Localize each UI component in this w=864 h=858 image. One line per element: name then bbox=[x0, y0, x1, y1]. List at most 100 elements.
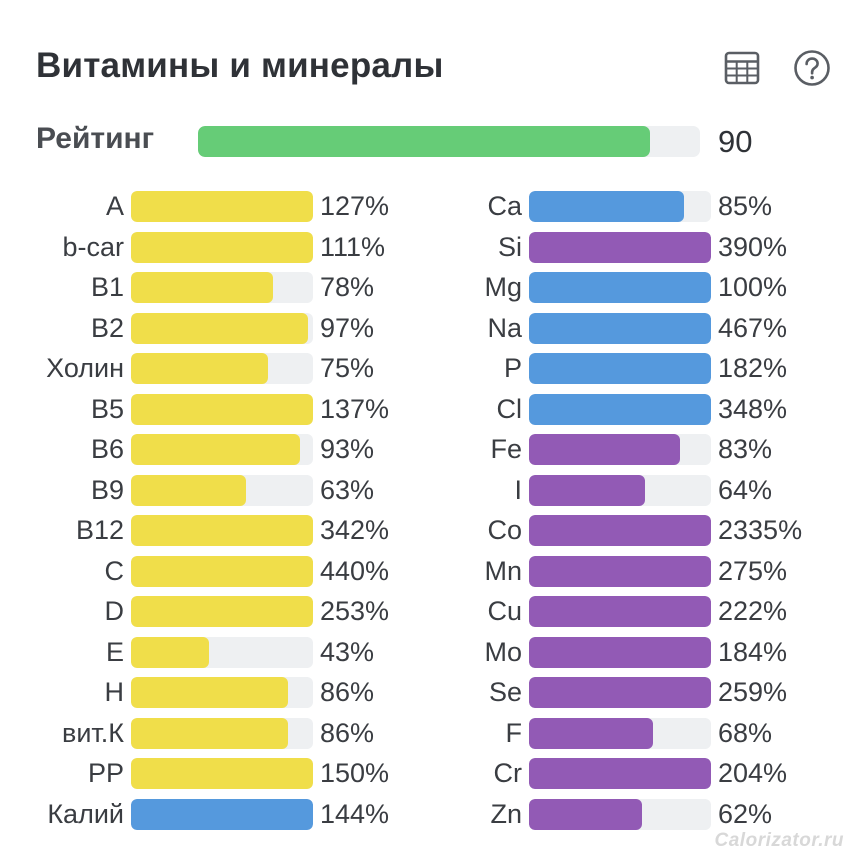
nutrient-row: B9 63% bbox=[0, 472, 430, 513]
nutrient-bar bbox=[131, 636, 313, 668]
nutrient-percent: 83% bbox=[718, 434, 773, 464]
nutrient-percent: 85% bbox=[718, 191, 773, 221]
nutrient-bar bbox=[131, 596, 313, 627]
nutrient-row: Cr 204% bbox=[430, 755, 864, 796]
nutrient-bar bbox=[131, 758, 313, 789]
nutrient-row: Si 390% bbox=[430, 229, 864, 270]
nutrient-percent: 93% bbox=[320, 434, 375, 464]
nutrient-bar bbox=[131, 555, 313, 587]
nutrient-row: Se 259% bbox=[430, 674, 864, 715]
nutrient-bar bbox=[131, 717, 313, 749]
nutrient-bar-fill bbox=[529, 596, 711, 627]
nutrient-bar bbox=[131, 515, 313, 546]
nutrient-row: Fe 83% bbox=[430, 431, 864, 472]
nutrient-row: Ca 85% bbox=[430, 188, 864, 229]
nutrient-name: Mo bbox=[484, 636, 522, 667]
nutrient-bar-fill bbox=[131, 515, 313, 546]
rating-value: 90 bbox=[718, 124, 753, 159]
rating-bar-fill bbox=[198, 126, 650, 157]
nutrient-percent: 222% bbox=[718, 596, 788, 626]
nutrient-bar-fill bbox=[131, 636, 210, 668]
nutrient-bar bbox=[529, 272, 711, 303]
nutrient-row: PP 150% bbox=[0, 755, 430, 796]
nutrient-row: B5 137% bbox=[0, 391, 430, 432]
nutrient-name: Si bbox=[497, 231, 522, 262]
nutrient-name: B5 bbox=[90, 393, 124, 424]
nutrient-name: H bbox=[104, 677, 125, 707]
nutrient-bar-fill bbox=[529, 312, 711, 344]
nutrient-bar-fill bbox=[529, 515, 711, 546]
page-title: Витамины и минералы bbox=[36, 46, 444, 85]
nutrient-bar-fill bbox=[131, 717, 288, 749]
nutrient-bar bbox=[131, 312, 313, 344]
nutrient-name: E bbox=[105, 636, 124, 667]
nutrient-row: Холин 75% bbox=[0, 350, 430, 391]
nutrient-percent: 75% bbox=[320, 353, 375, 383]
nutrient-bar bbox=[529, 353, 711, 384]
nutrient-bar bbox=[529, 677, 711, 708]
nutrient-row: Mg 100% bbox=[430, 269, 864, 310]
nutrient-bar-fill bbox=[131, 191, 313, 222]
nutrient-name: B12 bbox=[75, 515, 124, 545]
nutrient-bar-fill bbox=[131, 353, 268, 384]
nutrient-row: b-car 111% bbox=[0, 229, 430, 270]
nutrient-bar bbox=[131, 677, 313, 708]
nutrient-bar-fill bbox=[131, 272, 273, 303]
nutrient-name: Na bbox=[487, 312, 522, 343]
nutrient-name: b-car bbox=[62, 231, 124, 262]
nutrient-percent: 64% bbox=[718, 474, 773, 505]
nutrient-percent: 2335% bbox=[718, 515, 803, 545]
nutrient-bar bbox=[529, 474, 711, 506]
nutrient-percent: 78% bbox=[320, 272, 375, 302]
nutrient-name: Se bbox=[488, 677, 522, 707]
nutrient-percent: 86% bbox=[320, 717, 375, 748]
nutrient-bar-fill bbox=[529, 272, 711, 303]
nutrient-name: P bbox=[503, 353, 522, 383]
nutrient-bar bbox=[529, 798, 711, 830]
nutrient-row: Na 467% bbox=[430, 310, 864, 351]
nutrient-row: E 43% bbox=[0, 634, 430, 675]
nutrient-row: Mn 275% bbox=[430, 553, 864, 594]
nutrient-bar-fill bbox=[529, 474, 646, 506]
nutrient-bar bbox=[529, 758, 711, 789]
nutrient-bar bbox=[529, 191, 711, 222]
nutrient-name: B1 bbox=[90, 272, 124, 302]
nutrient-name: вит.К bbox=[61, 717, 124, 748]
nutrient-bar-fill bbox=[529, 758, 711, 789]
table-view-button[interactable] bbox=[723, 49, 761, 87]
nutrient-bar bbox=[529, 717, 711, 749]
nutrient-bar-fill bbox=[529, 434, 681, 465]
nutrient-percent: 150% bbox=[320, 758, 390, 788]
nutrient-percent: 43% bbox=[320, 636, 375, 667]
nutrient-percent: 111% bbox=[320, 231, 386, 262]
nutrient-bar-fill bbox=[131, 758, 313, 789]
nutrient-bar-fill bbox=[529, 677, 711, 708]
nutrient-row: A 127% bbox=[0, 188, 430, 229]
nutrient-row: B12 342% bbox=[0, 512, 430, 553]
nutrient-name: B6 bbox=[90, 434, 124, 464]
nutrient-row: вит.К 86% bbox=[0, 715, 430, 756]
nutrient-row: Калий 144% bbox=[0, 796, 430, 837]
nutrient-bar bbox=[131, 272, 313, 303]
nutrient-name: D bbox=[104, 596, 125, 626]
nutrient-percent: 440% bbox=[320, 555, 390, 586]
vitamins-list: A 127% b-car 111% B1 78% B2 97% Холин 75% B5 137% B6… bbox=[0, 188, 430, 836]
nutrient-bar-fill bbox=[131, 231, 313, 263]
nutrient-bar-fill bbox=[529, 798, 642, 830]
nutrient-bar bbox=[131, 798, 313, 830]
nutrient-percent: 259% bbox=[718, 677, 788, 707]
nutrient-row: C 440% bbox=[0, 553, 430, 594]
nutrient-percent: 275% bbox=[718, 555, 788, 586]
help-button[interactable] bbox=[793, 49, 831, 87]
nutrient-bar bbox=[131, 393, 313, 425]
nutrient-name: C bbox=[104, 555, 125, 586]
nutrient-bar-fill bbox=[529, 191, 684, 222]
nutrient-bar-fill bbox=[131, 596, 313, 627]
rating-label: Рейтинг bbox=[36, 122, 155, 155]
nutrient-bar-fill bbox=[529, 717, 653, 749]
nutrient-name: A bbox=[105, 191, 124, 221]
nutrient-percent: 467% bbox=[718, 312, 788, 343]
nutrient-row: H 86% bbox=[0, 674, 430, 715]
nutrient-percent: 184% bbox=[718, 636, 788, 667]
help-circle-icon bbox=[794, 50, 830, 86]
